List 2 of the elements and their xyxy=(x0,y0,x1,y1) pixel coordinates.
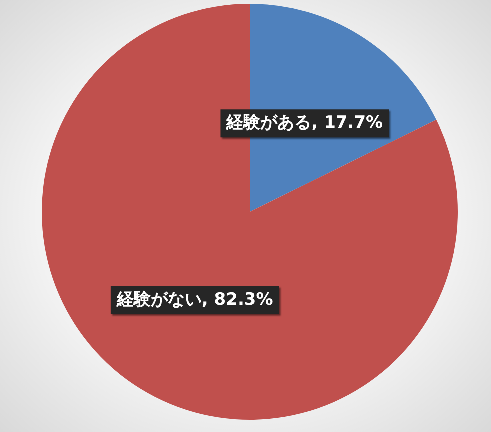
slice-label: 経験がない, 82.3% xyxy=(116,290,274,310)
slice-label: 経験がある, 17.7% xyxy=(226,113,384,134)
